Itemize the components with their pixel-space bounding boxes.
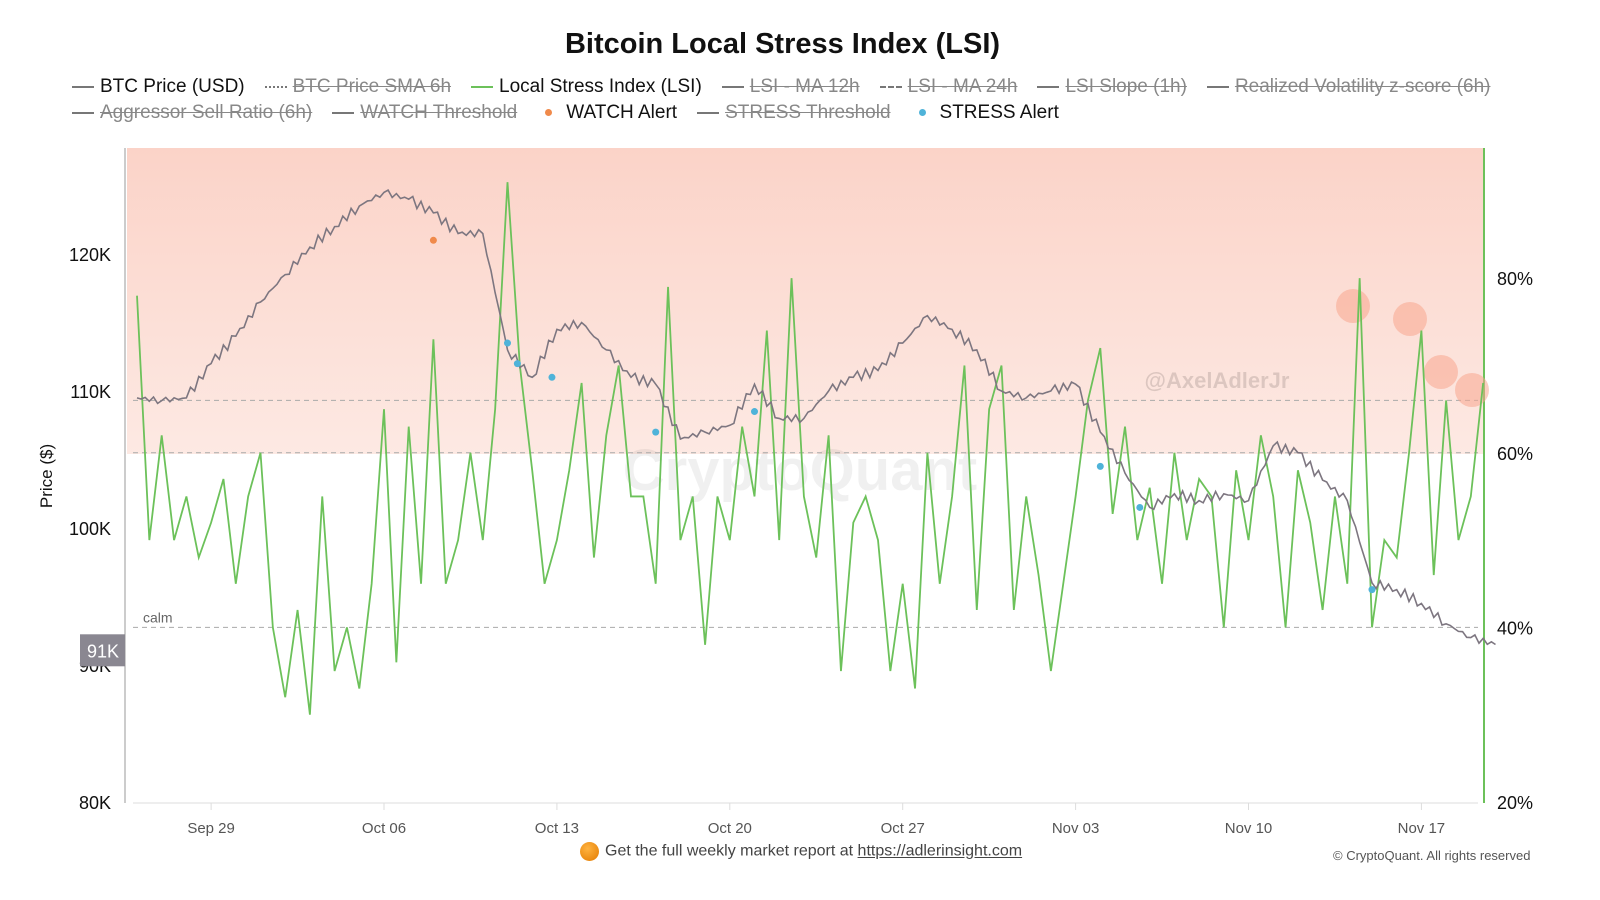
reference-line-label: calm [143,609,173,625]
legend-item[interactable]: STRESS Alert [911,102,1059,123]
peak-highlight [1424,355,1458,389]
legend-line-icon [72,111,94,114]
y-tick-label: 80K [79,793,111,813]
chart-title: Bitcoin Local Stress Index (LSI) [564,28,1001,60]
legend-item[interactable]: STRESS Threshold [697,102,891,123]
footer: Get the full weekly market report at htt… [580,842,1022,861]
stress-alert-point [652,428,660,436]
stress-alert-point [1096,462,1104,470]
legend-item[interactable]: LSI Slope (1h) [1037,76,1187,97]
peak-highlight [1336,289,1370,323]
legend-line-icon [721,85,744,88]
peak-highlight [1455,373,1489,407]
legend-item[interactable]: BTC Price SMA 6h [264,76,451,97]
stress-alert-point [1368,586,1376,594]
legend-item[interactable]: LSI - MA 12h [721,76,860,97]
stress-alert-point [548,373,556,381]
stress-alert-point [1136,503,1144,511]
x-tick-label: Oct 13 [535,820,579,837]
legend-line-icon [879,85,902,88]
y2-tick-label: 40% [1497,618,1533,638]
watermark-author: @AxelAdlerJr [1145,368,1290,393]
legend-line-icon [332,111,355,114]
report-link[interactable]: https://adlerinsight.com [857,842,1023,860]
orange-orb-icon [580,842,599,861]
stress-alert-point [513,360,521,368]
copyright: © CryptoQuant. All rights reserved [1333,848,1531,863]
y2-tick-label: 20% [1497,793,1533,813]
legend-item[interactable]: LSI - MA 24h [879,76,1017,97]
current-price-label: 91K [87,641,119,661]
legend-line-icon [1037,85,1060,88]
legend-item[interactable]: Realized Volatility z-score (6h) [1206,76,1490,97]
legend-row-2: Aggressor Sell Ratio (6h) WATCH Threshold… [72,102,1079,124]
x-tick-label: Oct 20 [708,820,752,837]
stress-alert-point [751,408,758,416]
legend-item[interactable]: Local Stress Index (LSI) [471,76,702,97]
x-tick-label: Oct 27 [881,820,925,837]
lsi-line [136,182,1485,715]
legend-dot-icon [545,109,553,117]
watermark-cryptoquant: CryptoQuant [623,438,977,503]
x-tick-label: Nov 17 [1398,820,1446,837]
btc-price-line [136,189,1496,646]
x-tick-label: Sep 29 [187,820,235,837]
y2-tick-label: 60% [1497,444,1533,464]
y-axis-label: Price ($) [37,444,56,508]
current-price-badge [80,634,125,667]
legend-row-1: BTC Price (USD) BTC Price SMA 6h Local Str… [72,76,1510,98]
y-tick-label: 100K [69,519,111,539]
legend-item[interactable]: BTC Price (USD) [72,76,245,97]
y-tick-label: 120K [69,245,111,265]
stress-alert-point [504,339,511,347]
y2-tick-label: 80% [1497,269,1533,289]
x-tick-label: Nov 03 [1052,820,1100,837]
legend-line-icon [471,85,494,88]
legend-item[interactable]: Aggressor Sell Ratio (6h) [72,102,312,123]
legend-line-icon [1206,85,1229,88]
legend-item[interactable]: WATCH Alert [537,102,677,123]
legend-line-icon [697,111,720,114]
peak-highlight [1393,302,1427,336]
legend-dot-icon [918,109,926,117]
legend-line-icon [264,85,287,88]
legend-line-icon [72,85,94,88]
x-tick-label: Nov 10 [1225,820,1273,837]
watch-alert-point [429,236,437,244]
y-tick-label: 110K [70,382,111,402]
stress-zone [127,148,1483,454]
legend-item[interactable]: WATCH Threshold [332,102,517,123]
x-tick-label: Oct 06 [362,820,406,837]
